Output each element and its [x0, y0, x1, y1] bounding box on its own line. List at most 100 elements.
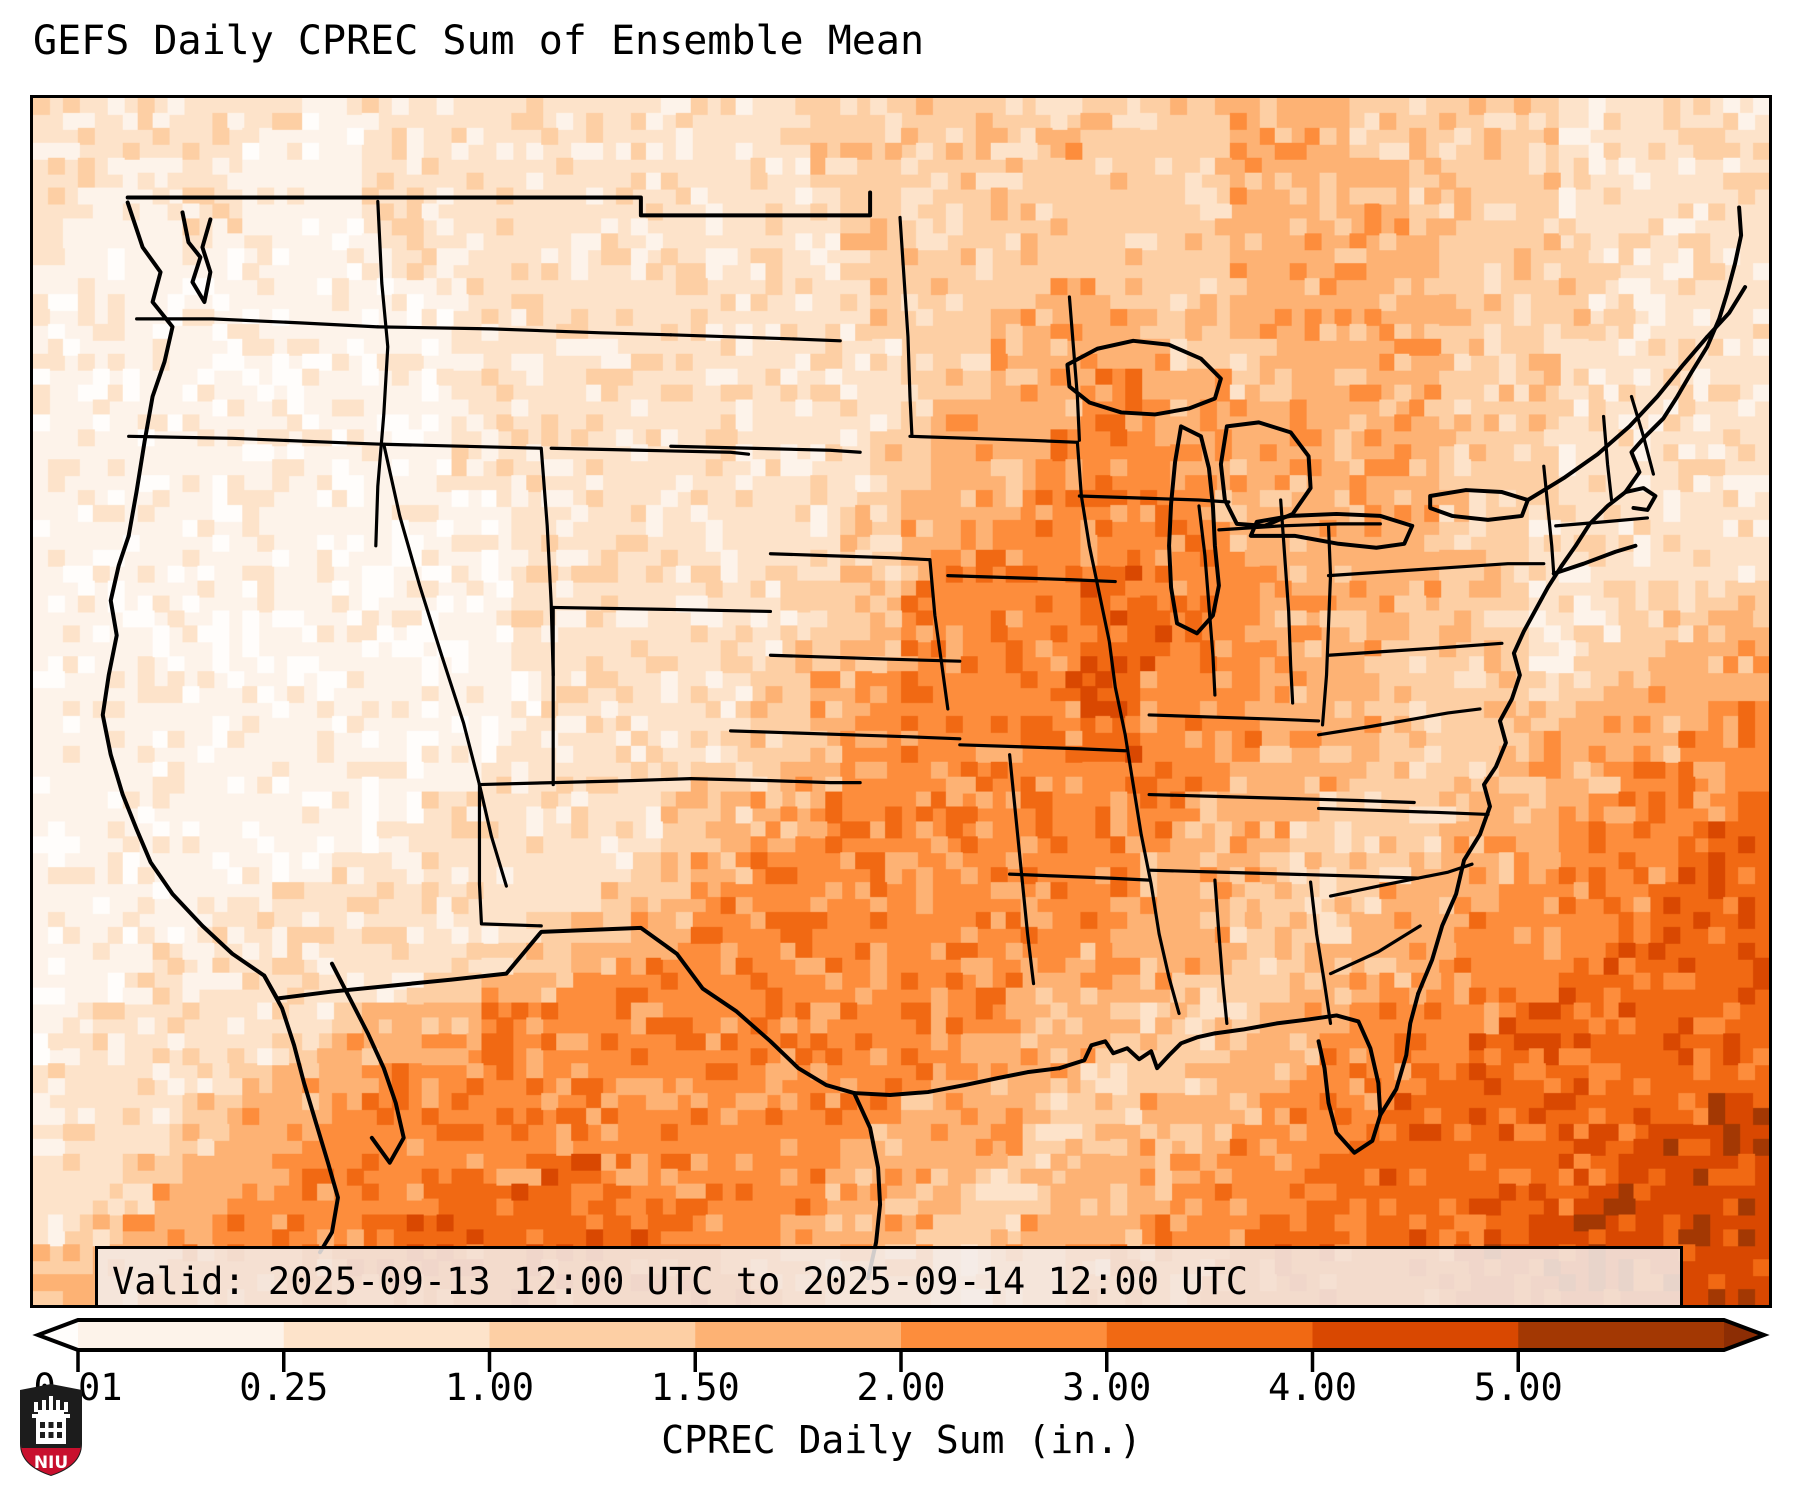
colorbar-tick-label: 4.00: [1267, 1366, 1358, 1409]
state-border-mt-wy: [376, 325, 673, 337]
map-panel: Valid: 2025-09-13 12:00 UTC to 2025-09-1…: [30, 95, 1772, 1308]
state-border-ok-tx: [728, 729, 962, 741]
colorbar-over-arrow: [1724, 1320, 1764, 1350]
state-border-ar-la: [1008, 872, 1151, 882]
colorbar-tick-labels: 0.01 0.25 1.00 1.50 2.00 3.00 4.00 5.00: [30, 1366, 1772, 1426]
valid-time-text: Valid: 2025-09-13 12:00 UTC to 2025-09-1…: [112, 1260, 1249, 1303]
colorbar-tick-label: 0.25: [239, 1366, 329, 1409]
colorbar-tick-label: 1.50: [650, 1366, 740, 1409]
colorbar-segment: [1312, 1320, 1519, 1350]
state-border-nc-va: [1316, 806, 1490, 817]
state-border-il-in: [1197, 504, 1217, 697]
precipitation-heatmap: [33, 98, 1769, 1305]
lake-michigan: [1167, 424, 1221, 636]
state-border-nd-sd: [669, 333, 842, 343]
state-border-ia-mo: [946, 574, 1117, 584]
colorbar-tick-label: 5.00: [1473, 1366, 1563, 1409]
shield-red-band: [21, 1444, 81, 1475]
colorbar-outline: [32, 1318, 1770, 1352]
colorbar-tick-label: 1.00: [444, 1366, 535, 1409]
coastline-gulf-louisiana: [1057, 1031, 1217, 1071]
colorbar-segment: [695, 1320, 902, 1350]
coastline-atlantic-florida: [1378, 991, 1421, 1117]
state-border-sd-ne: [669, 444, 862, 454]
state-border-va-wv-md: [1316, 707, 1482, 737]
niu-logo-text: NIU: [34, 1453, 68, 1473]
state-border-mi-oh-in: [1217, 522, 1382, 532]
coastline-atlantic-northeast: [1559, 205, 1744, 568]
state-border-mn-wi: [1067, 295, 1081, 442]
colorbar-segment: [78, 1320, 285, 1350]
state-border-ks-ok: [768, 653, 962, 663]
state-border-pa-ny: [1326, 562, 1546, 578]
run-time-text: Run: 2025-08-20 00:00 UTC: [112, 1306, 1666, 1308]
lake-superior: [1065, 338, 1223, 417]
nova-scotia-approach: [1705, 285, 1748, 339]
state-border-az-nm: [477, 782, 543, 928]
mississippi-river: [1075, 440, 1181, 1016]
colorbar-ticks: [76, 1350, 1520, 1372]
coastline-california: [100, 533, 280, 1001]
state-border-wy-co: [549, 446, 751, 456]
colorbar-segments: [38, 1320, 1764, 1350]
coastline-atlantic-southeast: [1416, 563, 1564, 996]
coastline-pacific-nw: [125, 200, 175, 538]
state-border-wy-south: [551, 605, 773, 614]
colorbar-segment: [283, 1320, 491, 1350]
colorbar-segment: [489, 1320, 696, 1350]
geography-overlay: [100, 190, 1748, 1281]
puget-sound: [180, 210, 213, 304]
state-border-tx-la: [1008, 753, 1036, 986]
coastline-baja: [262, 973, 340, 1255]
state-border-mn-nd: [898, 215, 914, 438]
state-border-pa-md-nj: [1326, 641, 1504, 657]
colorbar-tick-label: 3.00: [1062, 1366, 1152, 1409]
lake-huron-erie: [1218, 420, 1313, 528]
border-canada-us: [125, 190, 873, 218]
border-mexico-us: [275, 925, 857, 1096]
state-border-nv-ut: [382, 442, 555, 677]
st-lawrence-river: [1525, 334, 1710, 502]
state-border-me-nh: [1629, 394, 1655, 476]
gulf-of-california: [329, 961, 406, 1165]
state-border-in-oh: [1279, 498, 1295, 705]
state-border-mo-ar: [958, 743, 1127, 753]
state-border-ms-al: [1213, 878, 1229, 1025]
state-border-or-ca-nv: [127, 434, 386, 446]
state-border-ca-nv-az: [382, 442, 508, 888]
state-border-al-ga: [1308, 880, 1333, 1025]
colorbar-segment: [901, 1320, 1108, 1350]
colorbar-tick-label: 2.00: [856, 1366, 946, 1409]
page-title: GEFS Daily CPREC Sum of Ensemble Mean: [33, 18, 925, 64]
state-border-vt-nh: [1601, 414, 1614, 502]
state-border-mn-ia: [908, 434, 1079, 444]
colorbar-segment: [1106, 1320, 1314, 1350]
colorbar-svg: [32, 1318, 1770, 1372]
forecast-info-box: Valid: 2025-09-13 12:00 UTC to 2025-09-1…: [95, 1246, 1683, 1308]
state-border-ut-az: [477, 777, 693, 787]
coastline-gulf-florida: [1212, 1013, 1383, 1155]
lake-ontario: [1428, 488, 1530, 522]
state-border-ga-sc-nc: [1328, 924, 1422, 976]
state-border-co-ks: [689, 777, 862, 785]
niu-logo: NIU: [20, 1384, 82, 1476]
state-border-ne-ks: [768, 552, 932, 562]
state-border-ny-new-england: [1542, 464, 1556, 576]
lake-erie: [1248, 511, 1415, 550]
colorbar-segment: [1518, 1320, 1725, 1350]
castle-windows: [40, 1422, 62, 1438]
state-border-tn-ms-al: [1147, 868, 1420, 880]
state-border-ma-ct: [1554, 516, 1650, 528]
state-border-wi-il: [1077, 494, 1231, 504]
state-border-oh-pa-wv: [1320, 524, 1333, 727]
state-border-id-mt-wy: [374, 199, 390, 548]
state-border-nc-sc: [1328, 862, 1474, 898]
colorbar-under-arrow: [38, 1320, 78, 1350]
state-border-ky-tn: [1147, 792, 1416, 805]
colorbar-axis-label: CPREC Daily Sum (in.): [661, 1418, 1142, 1462]
long-island: [1551, 543, 1638, 576]
state-border-ne-ia: [928, 558, 950, 711]
coastline-gulf-texas: [852, 1066, 1062, 1098]
state-border-wa-or: [135, 317, 380, 329]
